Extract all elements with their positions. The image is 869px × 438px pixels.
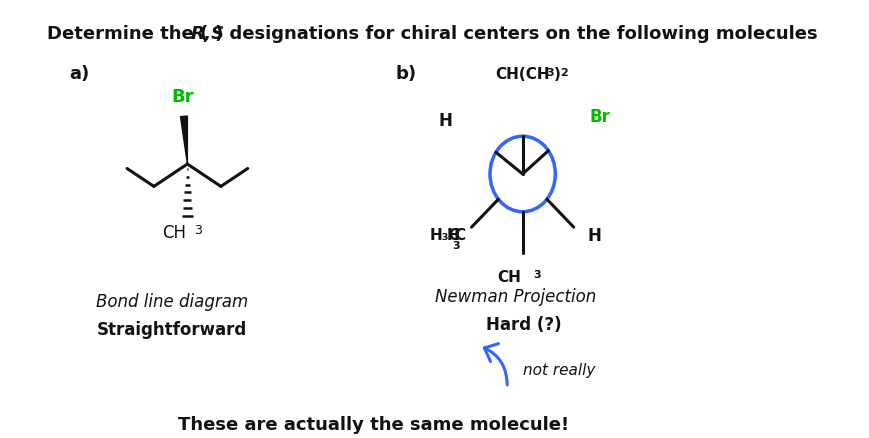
Text: H: H <box>447 228 460 244</box>
FancyArrowPatch shape <box>484 344 507 385</box>
Text: These are actually the same molecule!: These are actually the same molecule! <box>178 416 569 434</box>
Text: Br: Br <box>588 108 609 126</box>
Text: CH(CH: CH(CH <box>494 67 549 81</box>
Text: 3: 3 <box>452 241 460 251</box>
Text: CH: CH <box>496 270 521 286</box>
Text: 3: 3 <box>533 270 540 280</box>
Text: ) designations for chiral centers on the following molecules: ) designations for chiral centers on the… <box>215 25 817 43</box>
Text: b): b) <box>395 65 416 83</box>
Text: a): a) <box>69 65 89 83</box>
Text: 2: 2 <box>560 67 567 78</box>
Text: ): ) <box>553 67 560 81</box>
Text: Bond line diagram: Bond line diagram <box>96 293 248 311</box>
Text: not really: not really <box>522 363 594 378</box>
Text: H: H <box>438 112 452 130</box>
Text: Determine the (: Determine the ( <box>47 25 209 43</box>
Text: 3: 3 <box>194 224 202 237</box>
Text: R,S: R,S <box>190 25 225 43</box>
Text: Straightforward: Straightforward <box>96 321 247 339</box>
Text: Newman Projection: Newman Projection <box>434 288 596 306</box>
Text: C: C <box>454 228 464 244</box>
Text: H₃C: H₃C <box>428 228 460 244</box>
Text: CH: CH <box>162 224 185 242</box>
Text: 3: 3 <box>545 67 553 78</box>
Text: Hard (?): Hard (?) <box>485 316 561 334</box>
Text: H: H <box>587 227 600 245</box>
Polygon shape <box>181 116 187 164</box>
Text: Br: Br <box>171 88 193 106</box>
